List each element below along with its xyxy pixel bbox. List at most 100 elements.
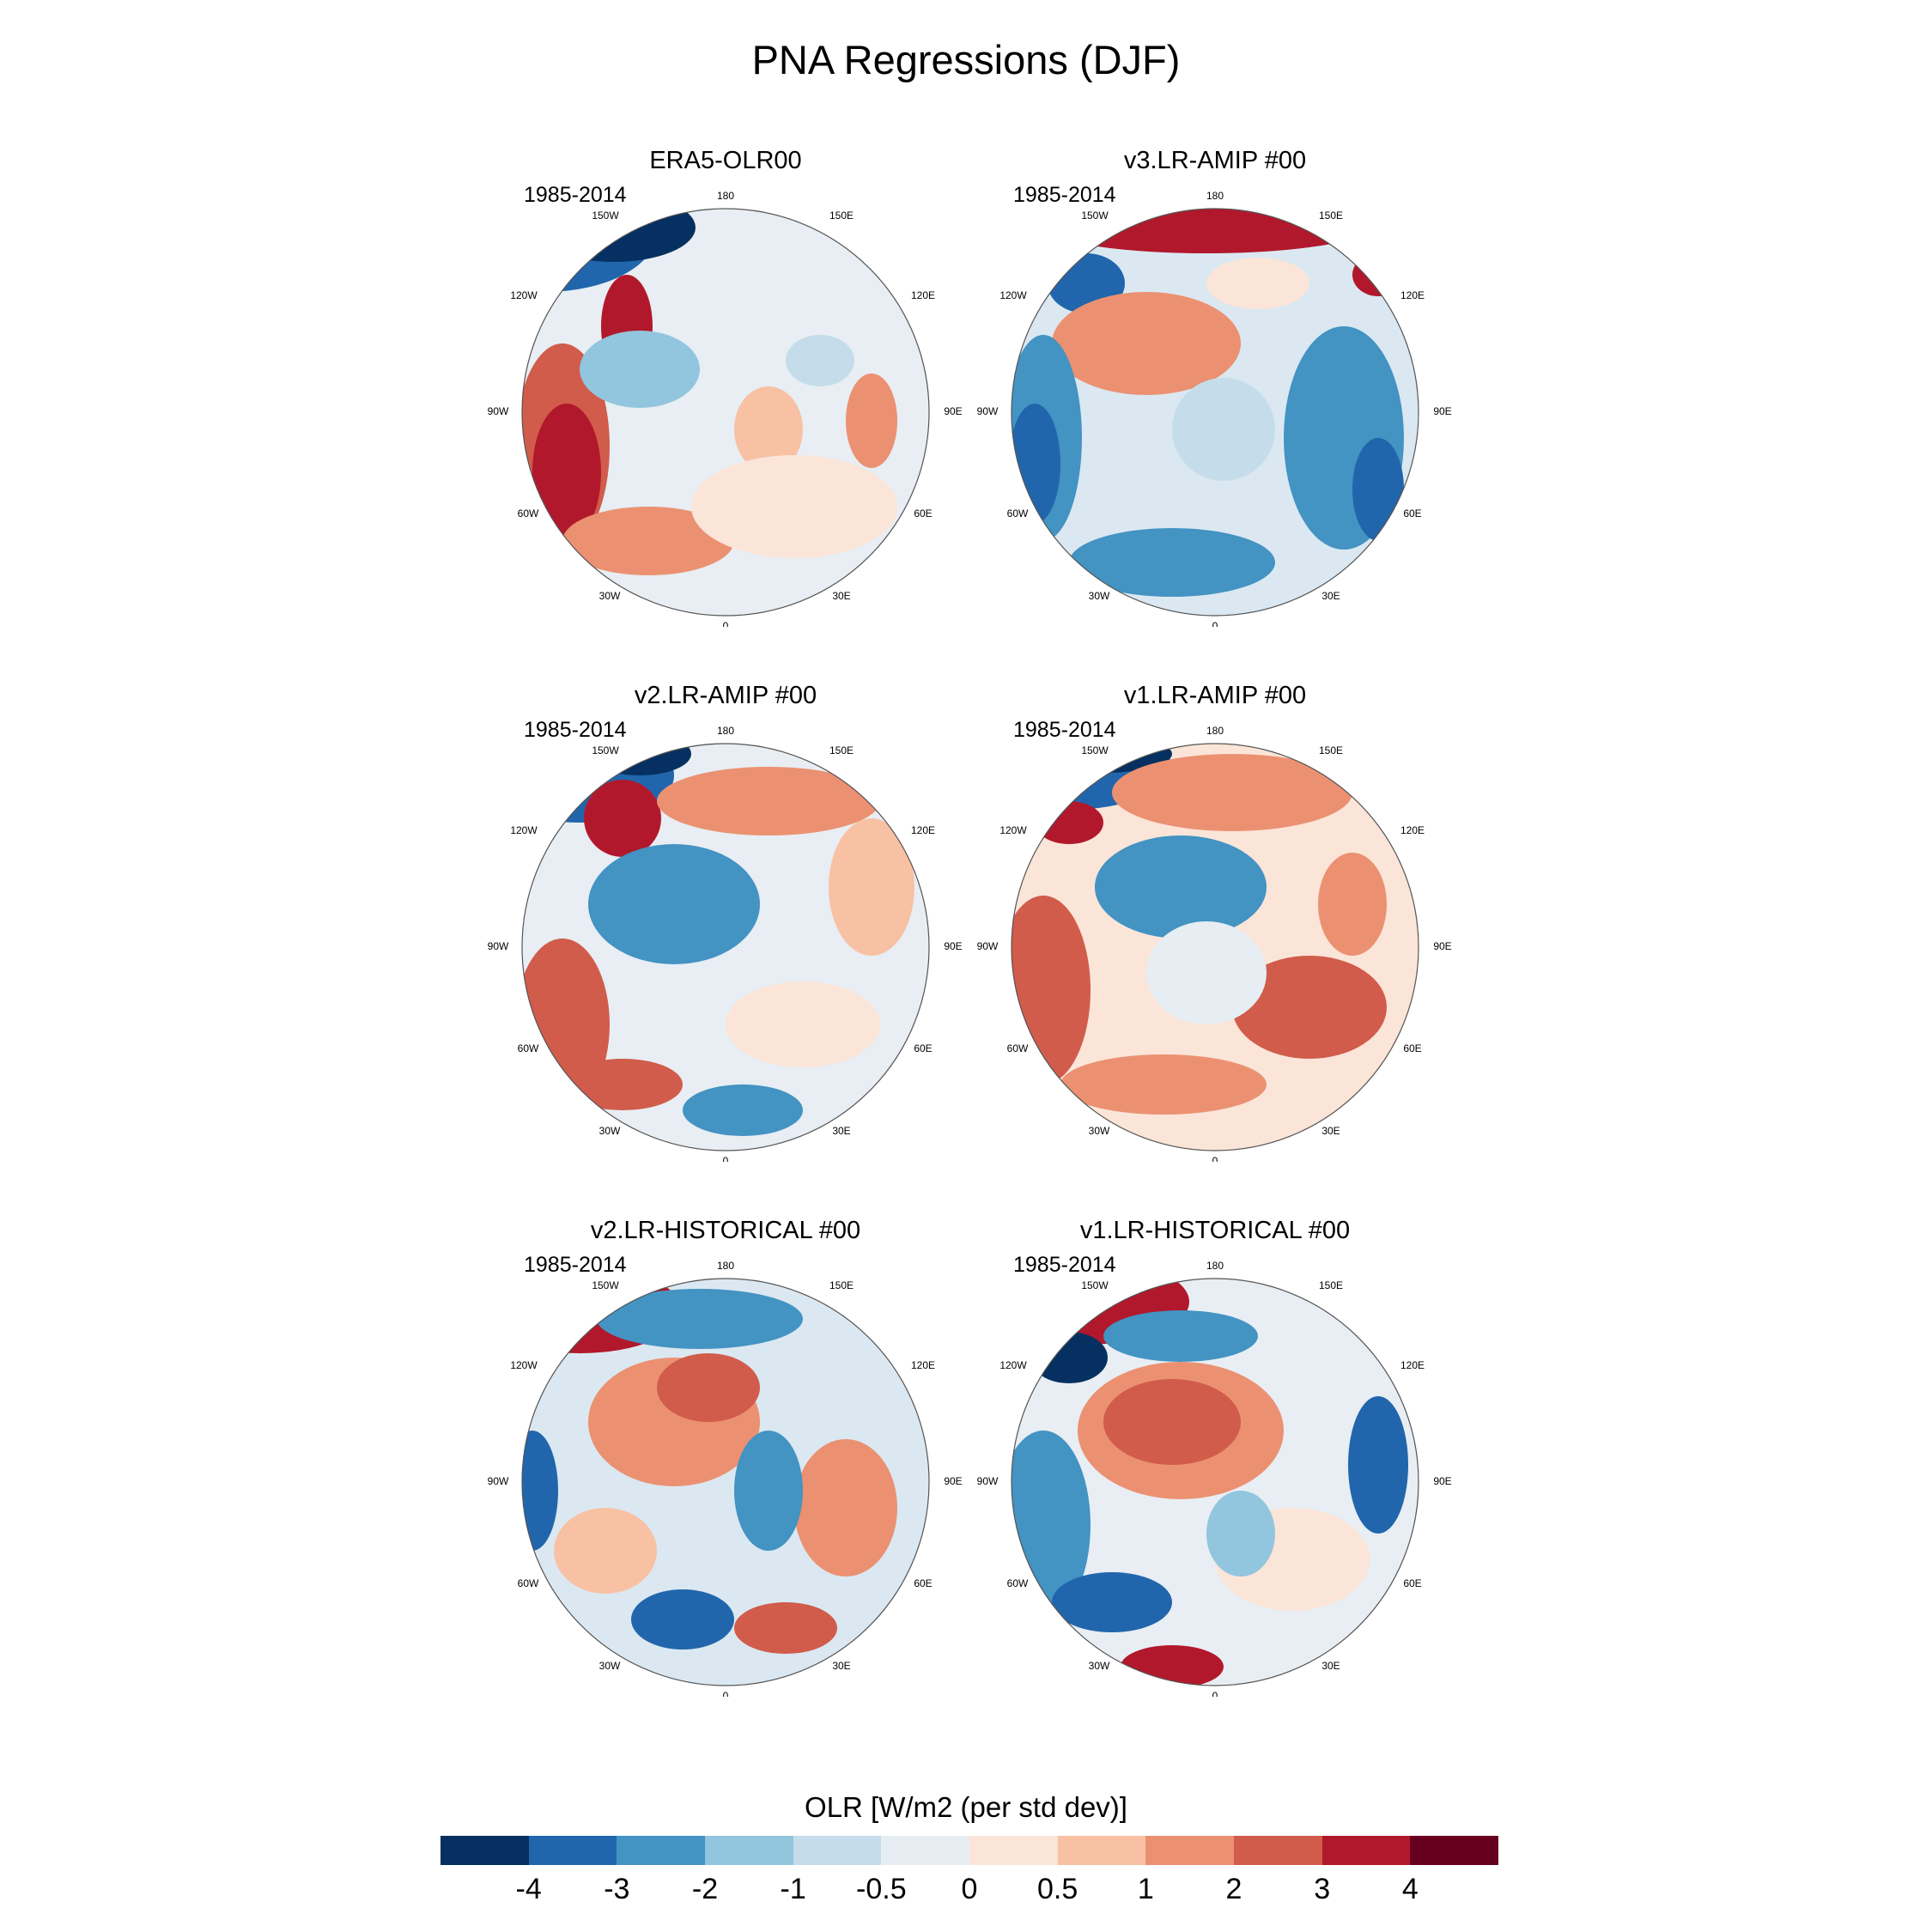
anomaly-blob (683, 1084, 803, 1136)
lon-label: 90E (1433, 1475, 1451, 1487)
map-panel-v2amip: v2.LR-AMIP #00 1985-2014 180 150E 120E 9… (485, 681, 966, 1162)
lon-label: 120E (1400, 824, 1425, 836)
lon-label: 90W (488, 405, 509, 417)
anomaly-blob (631, 1589, 734, 1649)
anomaly-blob (522, 1431, 558, 1551)
colorbar-swatch (440, 1836, 529, 1865)
lon-label: 30E (832, 590, 850, 602)
colorbar-tick-label: -2 (691, 1873, 719, 1905)
anomaly-blob (562, 1059, 683, 1110)
anomaly-blob (1069, 528, 1275, 597)
map-panel-v1amip: v1.LR-AMIP #00 1985-2014 180 150E 120E 9… (975, 681, 1455, 1162)
lon-label: 30E (832, 1125, 850, 1137)
lon-label: 30W (599, 590, 621, 602)
lon-label: 0 (723, 620, 729, 627)
polar-map: 180 150E 120E 90E 60E 30E 0 30W 60W 90W … (977, 1260, 1452, 1697)
lon-label: 150W (592, 210, 619, 222)
lon-label: 180 (717, 1260, 734, 1272)
anomaly-blob (726, 981, 880, 1067)
lon-label: 120E (911, 824, 935, 836)
lon-label: 90W (977, 405, 999, 417)
lon-label: 0 (723, 1690, 729, 1697)
lon-label: 60W (518, 1577, 539, 1589)
colorbar-tick-label: 4 (1401, 1873, 1419, 1905)
colorbar-tick-label: -1 (780, 1873, 806, 1905)
lon-label: 30W (1089, 1125, 1110, 1137)
lon-label: 0 (723, 1155, 729, 1162)
map-panel-v1hist: v1.LR-HISTORICAL #00 1985-2014 180 150E … (975, 1216, 1455, 1697)
map-panel-era5: ERA5-OLR00 1985-2014 180 150E 120E 90E 6… (485, 146, 966, 627)
lon-label: 150W (592, 744, 619, 756)
lon-label: 30E (1321, 1660, 1340, 1672)
period-label: 1985-2014 (1013, 718, 1116, 742)
lon-label: 150E (829, 744, 854, 756)
longitude-labels: 180 150E 120E 90E 60E 30E 0 30W 60W 90W … (488, 725, 963, 1162)
lon-label: 60W (1007, 1042, 1029, 1054)
lon-label: 120E (1400, 289, 1425, 301)
figure-title: PNA Regressions (DJF) (751, 37, 1181, 82)
lon-label: 150W (1081, 744, 1109, 756)
lon-label: 180 (1206, 1260, 1224, 1272)
period-label: 1985-2014 (1013, 183, 1116, 207)
lon-label: 60W (518, 507, 539, 519)
period-label: 1985-2014 (524, 1253, 627, 1277)
lon-label: 150W (1081, 1279, 1109, 1291)
lon-label: 0 (1212, 620, 1218, 627)
lon-label: 180 (717, 725, 734, 737)
lon-label: 90E (944, 405, 962, 417)
lon-label: 30E (832, 1660, 850, 1672)
longitude-labels: 180 150E 120E 90E 60E 30E 0 30W 60W 90W … (488, 190, 963, 627)
polar-map: 180 150E 120E 90E 60E 30E 0 30W 60W 90W … (977, 725, 1452, 1162)
anomaly-blob (1348, 1396, 1408, 1534)
lon-label: 60E (914, 507, 932, 519)
map-panel-v2hist: v2.LR-HISTORICAL #00 1985-2014 180 150E … (485, 1216, 966, 1697)
anomaly-blob (1035, 209, 1378, 253)
lon-label: 150E (1319, 744, 1343, 756)
polar-map: 180 150E 120E 90E 60E 30E 0 30W 60W 90W … (488, 1260, 963, 1697)
anomaly-blob (1035, 801, 1103, 844)
anomaly-blob (584, 780, 661, 857)
anomaly-blob (532, 209, 696, 262)
longitude-labels: 180 150E 120E 90E 60E 30E 0 30W 60W 90W … (488, 1260, 963, 1697)
anomaly-blob (588, 844, 760, 964)
lon-label: 150E (829, 210, 854, 222)
polar-map: 180 150E 120E 90E 60E 30E 0 30W 60W 90W … (488, 190, 963, 627)
colorbar-swatch (528, 1836, 617, 1865)
lon-label: 30W (599, 1660, 621, 1672)
period-label: 1985-2014 (1013, 1253, 1116, 1277)
anomaly-blob (1060, 1054, 1267, 1115)
panel-title: ERA5-OLR00 (649, 147, 802, 174)
lon-label: 150W (1081, 210, 1109, 222)
longitude-labels: 180 150E 120E 90E 60E 30E 0 30W 60W 90W … (977, 190, 1452, 627)
lon-label: 30W (599, 1125, 621, 1137)
lon-label: 150E (1319, 210, 1343, 222)
lon-label: 120E (911, 289, 935, 301)
lon-label: 180 (1206, 725, 1224, 737)
anomaly-blob (580, 331, 700, 408)
colorbar-tick-label: 0.5 (1037, 1873, 1078, 1905)
panel-title: v2.LR-HISTORICAL #00 (590, 1217, 861, 1244)
colorbar-title: OLR [W/m2 (per std dev)] (805, 1791, 1127, 1823)
lon-label: 120W (510, 824, 538, 836)
anomaly-blob (1103, 1379, 1241, 1465)
colorbar-swatch (1234, 1836, 1322, 1865)
lon-label: 90E (1433, 405, 1451, 417)
anomaly-blob (1095, 835, 1267, 939)
lon-label: 30E (1321, 590, 1340, 602)
lon-label: 60E (1403, 1577, 1421, 1589)
longitude-labels: 180 150E 120E 90E 60E 30E 0 30W 60W 90W … (977, 725, 1452, 1162)
lon-label: 120W (510, 1359, 538, 1371)
lon-label: 90W (488, 940, 509, 952)
lon-label: 30W (1089, 1660, 1110, 1672)
anomaly-blob (554, 1508, 657, 1594)
longitude-labels: 180 150E 120E 90E 60E 30E 0 30W 60W 90W … (977, 1260, 1452, 1697)
polar-map: 180 150E 120E 90E 60E 30E 0 30W 60W 90W … (488, 725, 963, 1162)
lon-label: 60W (518, 1042, 539, 1054)
colorbar-swatch (1410, 1836, 1499, 1865)
anomaly-blob (734, 386, 803, 472)
anomaly-blob (1121, 1645, 1224, 1686)
anomaly-blob (1112, 754, 1352, 831)
lon-label: 120W (999, 289, 1027, 301)
lon-label: 120W (510, 289, 538, 301)
lon-label: 180 (717, 190, 734, 202)
